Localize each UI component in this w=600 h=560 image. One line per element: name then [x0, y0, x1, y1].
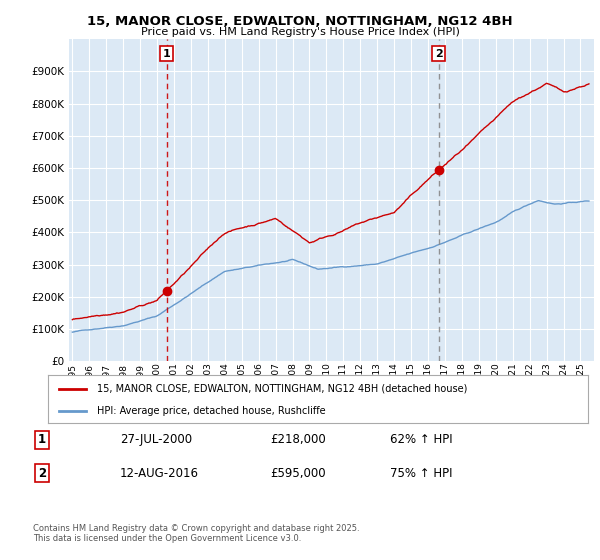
- Text: HPI: Average price, detached house, Rushcliffe: HPI: Average price, detached house, Rush…: [97, 406, 325, 416]
- Text: 12-AUG-2016: 12-AUG-2016: [120, 466, 199, 480]
- Text: 2: 2: [434, 49, 442, 59]
- Text: 1: 1: [163, 49, 170, 59]
- Text: 62% ↑ HPI: 62% ↑ HPI: [390, 433, 452, 446]
- Text: £595,000: £595,000: [270, 466, 326, 480]
- Text: £218,000: £218,000: [270, 433, 326, 446]
- Text: 15, MANOR CLOSE, EDWALTON, NOTTINGHAM, NG12 4BH: 15, MANOR CLOSE, EDWALTON, NOTTINGHAM, N…: [87, 15, 513, 28]
- Text: 2: 2: [38, 466, 46, 480]
- Text: 27-JUL-2000: 27-JUL-2000: [120, 433, 192, 446]
- Text: Contains HM Land Registry data © Crown copyright and database right 2025.
This d: Contains HM Land Registry data © Crown c…: [33, 524, 359, 543]
- Text: Price paid vs. HM Land Registry's House Price Index (HPI): Price paid vs. HM Land Registry's House …: [140, 27, 460, 38]
- Text: 1: 1: [38, 433, 46, 446]
- Text: 75% ↑ HPI: 75% ↑ HPI: [390, 466, 452, 480]
- Text: 15, MANOR CLOSE, EDWALTON, NOTTINGHAM, NG12 4BH (detached house): 15, MANOR CLOSE, EDWALTON, NOTTINGHAM, N…: [97, 384, 467, 394]
